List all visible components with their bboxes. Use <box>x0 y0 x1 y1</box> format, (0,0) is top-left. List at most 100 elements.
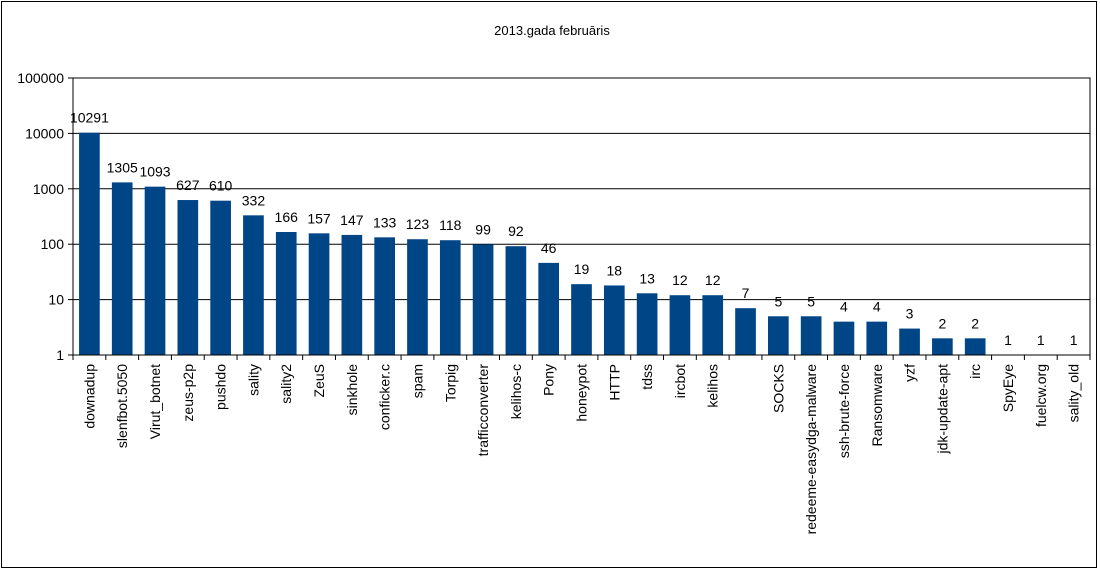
data-label: 99 <box>475 221 491 237</box>
y-tick-label: 10000 <box>25 125 64 141</box>
x-tick-label: irc <box>967 364 983 379</box>
bar <box>177 200 199 355</box>
data-label: 1305 <box>107 159 138 175</box>
data-label: 1 <box>1004 332 1012 348</box>
x-tick-label: ircbot <box>672 364 688 398</box>
data-label: 4 <box>873 299 881 315</box>
x-tick-label: conficker.c <box>377 364 393 430</box>
bar <box>79 132 100 355</box>
x-tick-label: trafficconverter <box>475 364 491 457</box>
data-label: 627 <box>176 177 200 193</box>
data-label: 4 <box>840 299 848 315</box>
bar <box>702 295 724 355</box>
x-tick-label: sality <box>245 364 261 396</box>
bar <box>768 316 789 355</box>
bar <box>243 215 264 355</box>
x-tick-label: jdk-update-apt <box>934 364 950 455</box>
x-tick-label: Torpig <box>442 364 458 402</box>
x-tick-label: sality2 <box>278 364 294 404</box>
x-tick-label: fuelcw.org <box>1033 364 1049 427</box>
data-label: 2 <box>971 315 979 331</box>
bar <box>735 308 756 355</box>
x-axis-tick-labels: downadup slenfbot.5050 Virut_botnet zeus-p2… <box>72 355 1091 535</box>
x-tick-label: spam <box>409 364 425 398</box>
x-tick-label: kelihos <box>705 364 721 408</box>
x-tick-label: Ransomware <box>869 364 885 447</box>
bar <box>439 240 461 355</box>
bar <box>669 295 691 355</box>
data-label: 5 <box>807 293 815 309</box>
data-label: 5 <box>774 293 782 309</box>
x-tick-label: Pony <box>541 364 557 396</box>
x-tick-label: SOCKS <box>770 364 786 413</box>
data-label: 46 <box>541 240 557 256</box>
data-label: 1 <box>1037 332 1045 348</box>
bar <box>636 293 658 355</box>
x-tick-label: downadup <box>81 364 97 429</box>
bar <box>210 200 231 355</box>
chart-title: 2013.gada februāris <box>494 23 610 38</box>
data-label: 3 <box>906 306 914 322</box>
bar <box>833 321 855 355</box>
data-label: 13 <box>639 270 655 286</box>
x-tick-label: SpyEye <box>1000 364 1016 412</box>
data-label: 2 <box>938 315 946 331</box>
bar <box>505 246 527 355</box>
y-tick-label: 100 <box>41 236 65 252</box>
bar <box>899 328 920 355</box>
x-tick-label: pushdo <box>213 364 229 410</box>
x-tick-label: yzf <box>902 364 918 382</box>
y-tick-label: 100000 <box>17 70 64 86</box>
y-tick-label: 1000 <box>33 181 64 197</box>
data-label: 133 <box>373 214 397 230</box>
bars <box>79 132 986 355</box>
bar <box>932 338 953 355</box>
bar <box>111 182 133 355</box>
data-label: 10291 <box>70 110 109 126</box>
bar <box>374 237 395 355</box>
bar <box>538 262 560 355</box>
x-tick-label: redeeme-easydga-malware <box>803 364 819 535</box>
bar <box>308 233 330 355</box>
x-tick-label: ssh-brute-force <box>836 364 852 458</box>
data-label: 19 <box>574 261 590 277</box>
bar <box>964 338 986 355</box>
x-tick-label: Virut_botnet <box>147 364 163 439</box>
bar <box>866 321 888 355</box>
data-label: 1 <box>1070 332 1078 348</box>
x-tick-label: tdss <box>639 364 655 390</box>
x-tick-label: slenfbot.5050 <box>114 364 130 448</box>
axes <box>72 77 1091 356</box>
y-tick-label: 10 <box>48 292 64 308</box>
bar <box>144 186 166 355</box>
bar <box>275 232 297 355</box>
y-axis-tick-labels: 1 10 100 1000 10000 100000 <box>17 70 73 363</box>
bar <box>341 234 363 355</box>
data-label: 332 <box>242 192 266 208</box>
plot-area-border <box>72 77 1091 356</box>
y-tick-label: 1 <box>56 347 64 363</box>
data-label: 123 <box>406 216 430 232</box>
data-label: 157 <box>307 210 331 226</box>
data-label: 12 <box>705 272 721 288</box>
data-label: 147 <box>340 212 364 228</box>
data-label: 7 <box>742 285 750 301</box>
bar <box>571 284 592 355</box>
data-label: 92 <box>508 223 524 239</box>
bar <box>603 285 625 355</box>
data-label: 18 <box>607 262 623 278</box>
x-tick-label: sinkhole <box>344 364 360 416</box>
x-tick-label: kelihos-c <box>508 364 524 419</box>
x-tick-label: zeus-p2p <box>180 364 196 422</box>
x-tick-label: honeypot <box>574 364 590 422</box>
x-tick-label: HTTP <box>606 364 622 401</box>
bar <box>472 244 494 355</box>
bar <box>800 316 822 355</box>
x-tick-label: sality_old <box>1066 364 1082 422</box>
x-tick-label: ZeuS <box>311 364 327 397</box>
bar <box>407 239 428 355</box>
data-label: 166 <box>275 209 299 225</box>
data-label: 610 <box>209 178 233 194</box>
data-label: 1093 <box>139 164 170 180</box>
